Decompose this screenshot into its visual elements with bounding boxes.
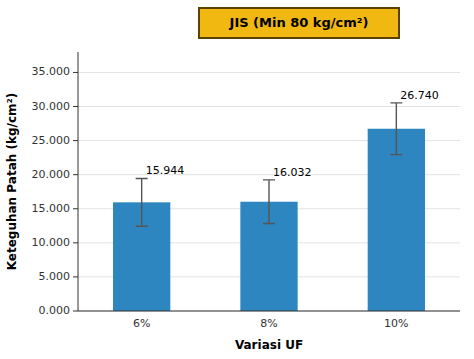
y-axis-label: Keteguhan Patah (kg/cm²) [5, 93, 19, 271]
error-bar [263, 180, 275, 224]
x-tick-label: 8% [260, 317, 277, 330]
x-axis: 6% 8% 10% [133, 317, 409, 330]
data-label: 15.944 [146, 164, 185, 177]
y-tick [73, 208, 78, 209]
y-tick-label: 10.000 [32, 236, 71, 249]
grid-line [78, 72, 460, 73]
data-label: 16.032 [273, 166, 312, 179]
grid [78, 72, 460, 311]
data-labels: 15.944 16.032 26.740 [146, 89, 439, 179]
error-bar [390, 103, 402, 155]
y-tick [73, 72, 78, 73]
y-tick [73, 311, 78, 312]
y-tick [73, 276, 78, 277]
x-axis-label: Variasi UF [235, 338, 303, 352]
y-tick-label: 25.000 [32, 134, 71, 147]
plot-area [113, 103, 425, 311]
y-tick [73, 140, 78, 141]
annotation-box [199, 8, 399, 38]
y-tick [73, 242, 78, 243]
x-tick-label: 6% [133, 317, 150, 330]
x-axis-line [78, 311, 460, 312]
annotation-text: JIS (Min 80 kg/cm²) [229, 15, 369, 30]
x-tick-label: 10% [384, 317, 408, 330]
grid-line [78, 106, 460, 107]
y-axis-line [78, 52, 79, 311]
grid-line [78, 311, 460, 312]
y-tick-label: 30.000 [32, 100, 71, 113]
y-tick-label: 0.000 [39, 304, 71, 317]
y-tick [73, 174, 78, 175]
y-tick-label: 20.000 [32, 168, 71, 181]
bar [368, 129, 425, 311]
y-tick-label: 5.000 [39, 270, 71, 283]
y-axis: 0.000 5.000 10.000 15.000 20.000 25.000 30.000… [32, 65, 79, 317]
y-tick-label: 35.000 [32, 65, 71, 78]
error-bar [136, 178, 148, 226]
chart: 0.000 5.000 10.000 15.000 20.000 25.000 30.000… [0, 0, 474, 359]
y-tick-label: 15.000 [32, 202, 71, 215]
annotation: JIS (Min 80 kg/cm²) [199, 8, 399, 38]
data-label: 26.740 [400, 89, 439, 102]
y-tick [73, 106, 78, 107]
